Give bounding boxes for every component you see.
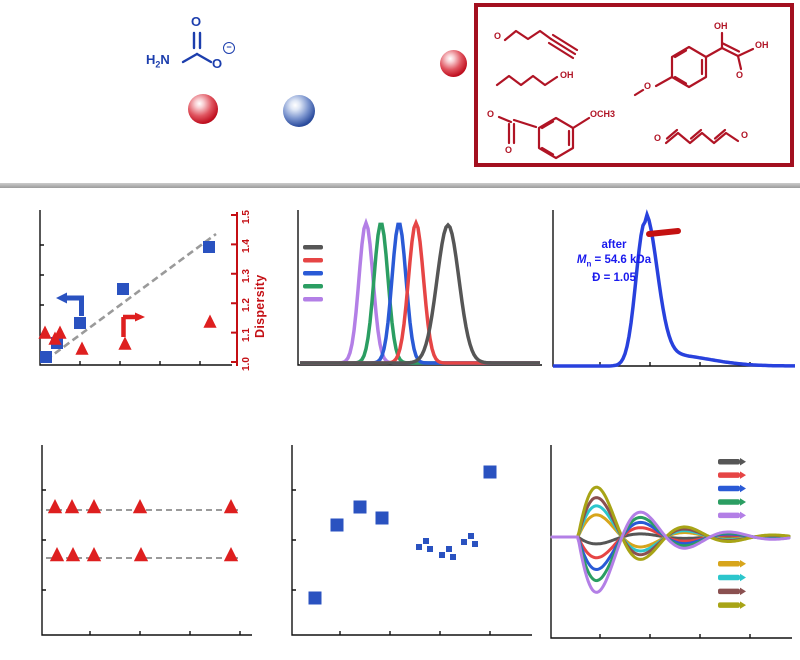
dispersity-tick-1.5: 1.5 [241,210,252,224]
annotation-line1: after [601,239,627,251]
red-sphere-left [188,94,218,124]
annotation-line3: Đ = 1.05 [592,272,636,285]
blue-sphere [283,95,315,127]
chart-graphics [38,209,795,609]
left-axis-arrow [56,292,84,316]
dispersity-tick-1.2: 1.2 [241,298,252,313]
carbamate-charge: − [223,42,235,54]
annotation-line2: Mn = 54.6 kDa [576,254,652,269]
gpc-annotation: after Mn = 54.6 kDa Đ = 1.05 [564,238,664,286]
dispersity-tick-1.0: 1.0 [241,357,252,371]
monomer-box [474,3,794,167]
section-divider [0,183,800,188]
dispersity-tick-1.4: 1.4 [241,239,252,254]
carbamate-structure [181,31,213,64]
dispersity-axis-label: Dispersity [253,274,267,338]
dispersity-tick-1.3: 1.3 [241,268,252,283]
carbamate-o-right-label: O [212,56,223,71]
dispersity-axis [231,212,238,366]
right-axis-arrow [121,312,145,337]
panel-axes [39,210,795,639]
dispersity-tick-1.1: 1.1 [241,327,252,342]
carbamate-o-top-label: O [191,14,202,29]
red-sphere-by-box [440,50,467,77]
carbamate-h2n-label: H2N [146,52,170,70]
